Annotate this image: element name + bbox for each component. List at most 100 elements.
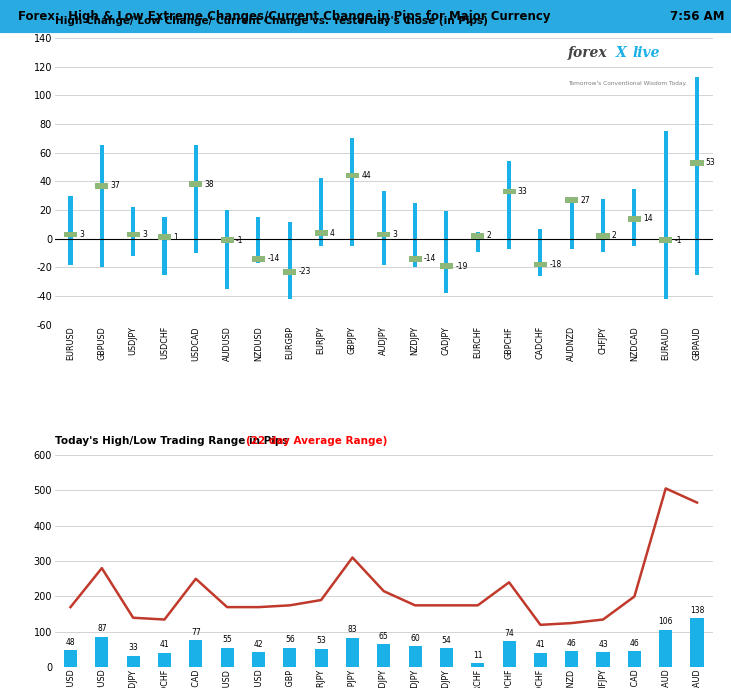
Bar — [628, 651, 641, 667]
Bar — [350, 138, 355, 246]
Text: 65: 65 — [379, 632, 389, 641]
Text: 83: 83 — [348, 625, 357, 634]
Bar — [221, 237, 234, 243]
Bar — [691, 619, 704, 667]
Text: 33: 33 — [128, 643, 138, 652]
Bar — [346, 638, 359, 667]
Text: 2: 2 — [487, 231, 491, 240]
Bar — [162, 217, 167, 275]
Text: (22 day Average Range): (22 day Average Range) — [246, 436, 387, 446]
Text: 3: 3 — [79, 230, 84, 239]
Text: 3: 3 — [393, 230, 398, 239]
Bar — [596, 233, 610, 239]
Text: 7:56 AM: 7:56 AM — [670, 10, 724, 23]
Bar — [377, 232, 390, 237]
Bar — [534, 653, 547, 667]
Bar — [288, 222, 292, 299]
Text: forex: forex — [568, 47, 607, 61]
Text: X: X — [616, 47, 626, 61]
Text: 106: 106 — [659, 617, 673, 626]
Text: 138: 138 — [690, 606, 704, 615]
Bar — [225, 210, 230, 289]
Bar — [659, 630, 673, 667]
Text: 38: 38 — [205, 180, 214, 189]
Text: 77: 77 — [191, 627, 201, 636]
Bar — [283, 269, 296, 275]
Bar — [69, 195, 72, 265]
Bar — [158, 235, 171, 240]
Bar — [444, 211, 448, 293]
Bar — [283, 647, 296, 667]
Bar — [659, 237, 673, 243]
Text: 56: 56 — [285, 635, 295, 644]
Bar — [502, 189, 515, 194]
Text: -1: -1 — [236, 236, 243, 245]
FancyBboxPatch shape — [0, 1, 731, 32]
Text: live: live — [632, 47, 660, 61]
Bar — [314, 649, 327, 667]
Bar — [382, 191, 386, 265]
Text: 43: 43 — [598, 640, 608, 649]
Text: -19: -19 — [455, 261, 468, 270]
Bar — [314, 230, 327, 236]
Bar — [664, 131, 668, 299]
Bar — [565, 197, 578, 203]
Text: 53: 53 — [706, 158, 716, 167]
Bar — [601, 199, 605, 252]
Text: 14: 14 — [643, 214, 653, 223]
Bar — [596, 652, 610, 667]
Text: 48: 48 — [66, 638, 75, 647]
Bar — [64, 650, 77, 667]
Text: 74: 74 — [504, 629, 514, 638]
Text: -18: -18 — [549, 260, 561, 269]
Bar — [409, 646, 422, 667]
Bar — [252, 256, 265, 261]
Text: 41: 41 — [536, 641, 545, 649]
Text: -1: -1 — [675, 236, 682, 245]
Text: -23: -23 — [298, 267, 311, 277]
Text: Today's High/Low Trading Range in Pips: Today's High/Low Trading Range in Pips — [55, 436, 292, 446]
Bar — [189, 640, 202, 667]
Text: 42: 42 — [254, 640, 263, 649]
Text: 54: 54 — [442, 636, 451, 645]
Bar — [471, 663, 485, 667]
Text: 46: 46 — [629, 638, 640, 647]
Bar — [158, 653, 171, 667]
Bar — [695, 76, 699, 275]
Text: 44: 44 — [361, 171, 371, 180]
Bar — [440, 648, 453, 667]
Bar — [507, 161, 511, 249]
Bar — [534, 261, 547, 268]
Text: 11: 11 — [473, 651, 482, 660]
Text: -14: -14 — [424, 255, 436, 264]
Bar — [64, 232, 77, 237]
Text: 55: 55 — [222, 635, 232, 645]
Text: 4: 4 — [330, 228, 335, 237]
Text: 37: 37 — [110, 181, 121, 190]
Bar — [476, 232, 480, 252]
Bar — [257, 217, 260, 263]
Text: 27: 27 — [580, 195, 590, 204]
Text: 1: 1 — [173, 233, 178, 241]
Text: 2: 2 — [612, 231, 616, 240]
Bar — [126, 232, 140, 237]
Bar — [691, 160, 704, 166]
Bar — [632, 189, 637, 246]
Bar — [413, 203, 417, 268]
Bar — [346, 173, 359, 178]
Bar — [502, 641, 515, 667]
Bar — [95, 636, 108, 667]
Bar — [221, 648, 234, 667]
Bar — [319, 178, 323, 246]
Bar — [126, 656, 140, 667]
Text: Forex:  High & Low Extreme Changes/Current Change in Pips for Major Currency: Forex: High & Low Extreme Changes/Curren… — [18, 10, 550, 23]
Bar — [189, 182, 202, 187]
Text: 41: 41 — [159, 641, 170, 649]
Bar — [377, 645, 390, 667]
Text: 33: 33 — [518, 187, 528, 196]
Text: 46: 46 — [567, 638, 577, 647]
Text: 3: 3 — [142, 230, 147, 239]
Text: 53: 53 — [317, 636, 326, 645]
Text: 87: 87 — [97, 624, 107, 633]
Bar — [440, 263, 453, 269]
